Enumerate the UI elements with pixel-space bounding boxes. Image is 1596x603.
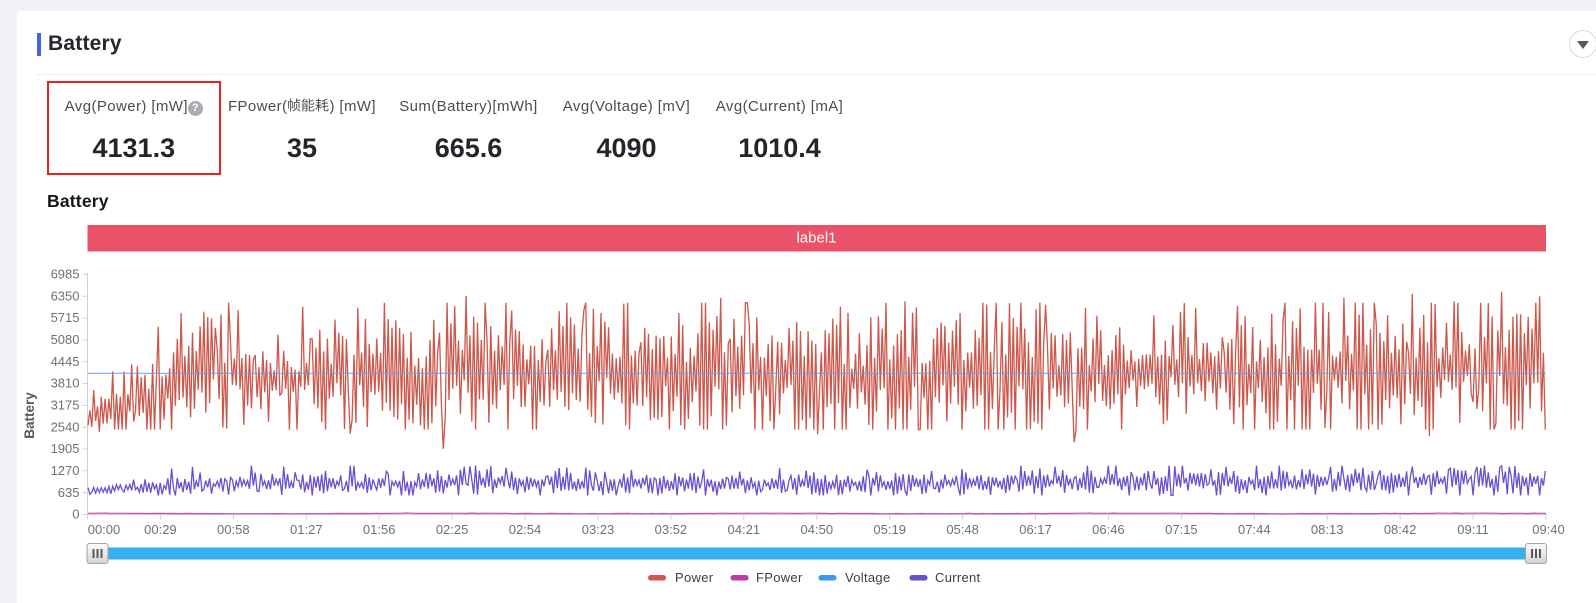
svg-text:07:15: 07:15 <box>1165 522 1198 537</box>
svg-text:6350: 6350 <box>51 288 80 303</box>
svg-text:04:50: 04:50 <box>801 522 834 537</box>
svg-text:2540: 2540 <box>51 419 80 434</box>
svg-text:5080: 5080 <box>51 332 80 347</box>
svg-text:Current: Current <box>935 570 981 585</box>
svg-text:00:29: 00:29 <box>144 522 177 537</box>
svg-text:09:11: 09:11 <box>1457 522 1489 537</box>
svg-text:Voltage: Voltage <box>845 570 890 585</box>
svg-text:FPower: FPower <box>756 570 803 585</box>
svg-text:06:17: 06:17 <box>1019 522 1052 537</box>
svg-text:01:56: 01:56 <box>363 522 396 537</box>
svg-text:4445: 4445 <box>51 354 80 369</box>
svg-text:5715: 5715 <box>51 310 80 325</box>
svg-text:05:19: 05:19 <box>873 522 906 537</box>
svg-text:02:54: 02:54 <box>509 522 542 537</box>
svg-text:00:58: 00:58 <box>217 522 250 537</box>
svg-text:03:52: 03:52 <box>655 522 688 537</box>
svg-text:09:40: 09:40 <box>1532 522 1565 537</box>
svg-text:04:21: 04:21 <box>728 522 761 537</box>
svg-text:3810: 3810 <box>51 376 80 391</box>
svg-text:1905: 1905 <box>51 441 80 456</box>
svg-text:6985: 6985 <box>51 267 80 282</box>
svg-text:05:48: 05:48 <box>946 522 979 537</box>
svg-text:0: 0 <box>72 507 79 522</box>
svg-text:3175: 3175 <box>51 398 80 413</box>
svg-text:Battery: Battery <box>22 392 37 439</box>
svg-text:08:42: 08:42 <box>1384 522 1417 537</box>
svg-text:label1: label1 <box>796 230 836 247</box>
svg-text:06:46: 06:46 <box>1092 522 1125 537</box>
svg-text:08:13: 08:13 <box>1311 522 1344 537</box>
svg-text:Power: Power <box>675 570 714 585</box>
svg-text:07:44: 07:44 <box>1238 522 1271 537</box>
svg-text:02:25: 02:25 <box>436 522 469 537</box>
svg-text:00:00: 00:00 <box>88 522 121 537</box>
svg-text:635: 635 <box>58 485 80 500</box>
svg-text:03:23: 03:23 <box>582 522 615 537</box>
svg-text:1270: 1270 <box>51 463 80 478</box>
svg-text:01:27: 01:27 <box>290 522 323 537</box>
